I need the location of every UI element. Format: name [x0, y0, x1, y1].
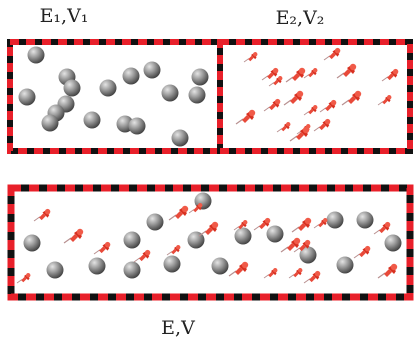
sphere — [28, 47, 45, 64]
sphere — [337, 257, 354, 274]
sphere — [100, 80, 117, 97]
left-label: E₁,V₁ — [40, 5, 89, 27]
sphere — [235, 228, 252, 245]
diagram: E₁,V₁ E₂,V₂ E,V — [0, 0, 416, 344]
sphere — [47, 262, 64, 279]
sphere — [24, 235, 41, 252]
sphere — [212, 258, 229, 275]
sphere — [357, 212, 374, 229]
sphere — [124, 232, 141, 249]
sphere — [124, 262, 141, 279]
sphere — [147, 214, 164, 231]
sphere — [327, 212, 344, 229]
combined-label: E,V — [161, 317, 195, 339]
sphere — [267, 226, 284, 243]
sphere — [189, 87, 206, 104]
sphere — [89, 258, 106, 275]
sphere — [192, 69, 209, 86]
page: {"labels": {"left": "E₁,V₁", "right": "E… — [0, 0, 416, 344]
sphere — [123, 68, 140, 85]
sphere — [385, 235, 402, 252]
sphere — [42, 115, 59, 132]
sphere — [164, 256, 181, 273]
sphere — [84, 112, 101, 129]
sphere — [129, 118, 146, 135]
right-label: E₂,V₂ — [276, 7, 325, 29]
sphere — [162, 85, 179, 102]
sphere — [172, 130, 189, 147]
sphere — [64, 80, 81, 97]
sphere — [19, 89, 36, 106]
sphere — [144, 62, 161, 79]
